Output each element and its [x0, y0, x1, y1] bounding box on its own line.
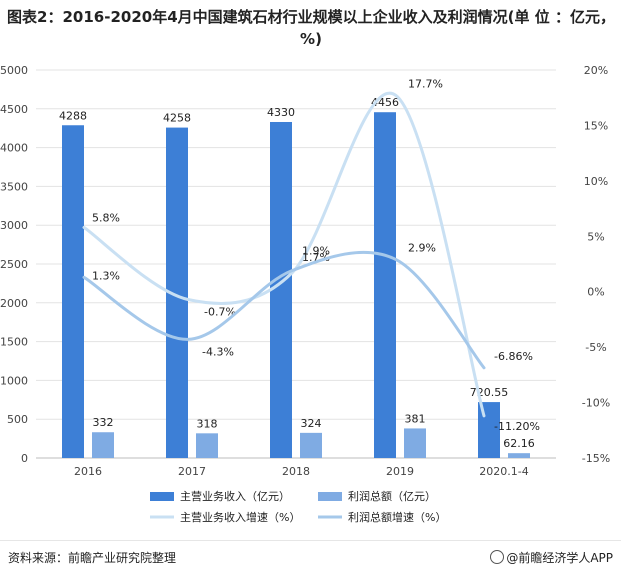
bar-profit: [404, 428, 426, 458]
line-profit-growth-label: 1.3%: [92, 269, 120, 282]
y-left-tick-label: 3000: [0, 219, 28, 232]
legend-label: 主营业务收入（亿元）: [180, 489, 290, 503]
bar-profit: [508, 453, 530, 458]
bar-profit-label: 318: [197, 417, 218, 430]
brand-label: @前瞻经济学人APP: [506, 551, 613, 565]
bar-profit: [300, 432, 322, 458]
y-left-tick-label: 2000: [0, 297, 28, 310]
y-right-tick-label: -5%: [585, 341, 606, 354]
y-right-tick-label: 20%: [584, 64, 608, 77]
bar-profit-label: 381: [405, 412, 426, 425]
y-left-tick-label: 1000: [0, 374, 28, 387]
line-revenue-growth-label: 5.8%: [92, 211, 120, 224]
legend-swatch: [150, 492, 174, 501]
y-left-tick-label: 3500: [0, 180, 28, 193]
y-left-tick-label: 0: [21, 452, 28, 465]
bar-revenue-label: 4330: [267, 106, 295, 119]
combo-chart: 0 500 1000 1500 2000 2500 3000 3500 4000 4500 5000…: [0, 64, 610, 524]
x-tick-label: 2017: [178, 465, 206, 478]
bar-revenue-label: 4288: [59, 109, 87, 122]
line-profit-growth-label: 2.9%: [408, 242, 436, 255]
line-revenue-growth: [82, 91, 486, 418]
y-right-tick-label: 10%: [584, 175, 608, 188]
bar-profit-label: 324: [301, 417, 322, 430]
y-left-tick-label: 2500: [0, 258, 28, 271]
legend-label: 利润总额增速（%）: [348, 510, 446, 524]
line-profit-growth-label: -4.3%: [202, 345, 234, 358]
y-left-tick-label: 4000: [0, 142, 28, 155]
footer: 资料来源：前瞻产业研究院整理 @前瞻经济学人APP: [0, 540, 621, 576]
y-right-tick-label: 5%: [587, 230, 604, 243]
bar-profit: [92, 432, 114, 458]
y-left-tick-label: 500: [7, 413, 28, 426]
legend-label: 主营业务收入增速（%）: [180, 510, 300, 524]
line-revenue-growth-label: 17.7%: [408, 77, 443, 90]
legend-swatch: [318, 492, 342, 501]
brand-logo-icon: [490, 550, 505, 564]
y-left-tick-label: 5000: [0, 64, 28, 77]
line-revenue-growth-label: -0.7%: [204, 305, 236, 318]
chart-title: 图表2：2016-2020年4月中国建筑石材行业规模以上企业收入及利润情况(单 …: [7, 8, 615, 48]
y-right-tick-label: 15%: [584, 119, 608, 132]
bar-revenue: [166, 127, 188, 459]
bar-revenue: [62, 125, 84, 459]
y-right-tick-label: -10%: [582, 397, 610, 410]
line-profit-growth: [82, 250, 486, 370]
y-left-tick-label: 1500: [0, 336, 28, 349]
bar-revenue: [374, 112, 396, 458]
brand-credit: @前瞻经济学人APP: [490, 549, 613, 566]
legend-label: 利润总额（亿元）: [348, 489, 436, 503]
bar-revenue-label: 4258: [163, 112, 191, 125]
y-right-tick-label: -15%: [582, 452, 610, 465]
x-tick-label: 2020.1-4: [479, 465, 528, 478]
line-profit-growth-label: 1.9%: [302, 245, 330, 258]
bar-revenue: [270, 121, 292, 458]
y-left-tick-label: 4500: [0, 103, 28, 116]
bar-profit-label: 62.16: [503, 437, 535, 450]
x-tick-label: 2016: [74, 465, 102, 478]
bar-revenue-label: 720.55: [470, 386, 509, 399]
bar-profit-label: 332: [93, 416, 114, 429]
source-note: 资料来源：前瞻产业研究院整理: [8, 551, 177, 565]
x-tick-label: 2019: [386, 465, 414, 478]
y-right-tick-label: 0%: [587, 286, 604, 299]
line-profit-growth-label: -6.86%: [494, 350, 533, 363]
bar-profit: [196, 433, 218, 458]
line-revenue-growth-label: -11.20%: [494, 420, 540, 433]
x-tick-label: 2018: [282, 465, 310, 478]
